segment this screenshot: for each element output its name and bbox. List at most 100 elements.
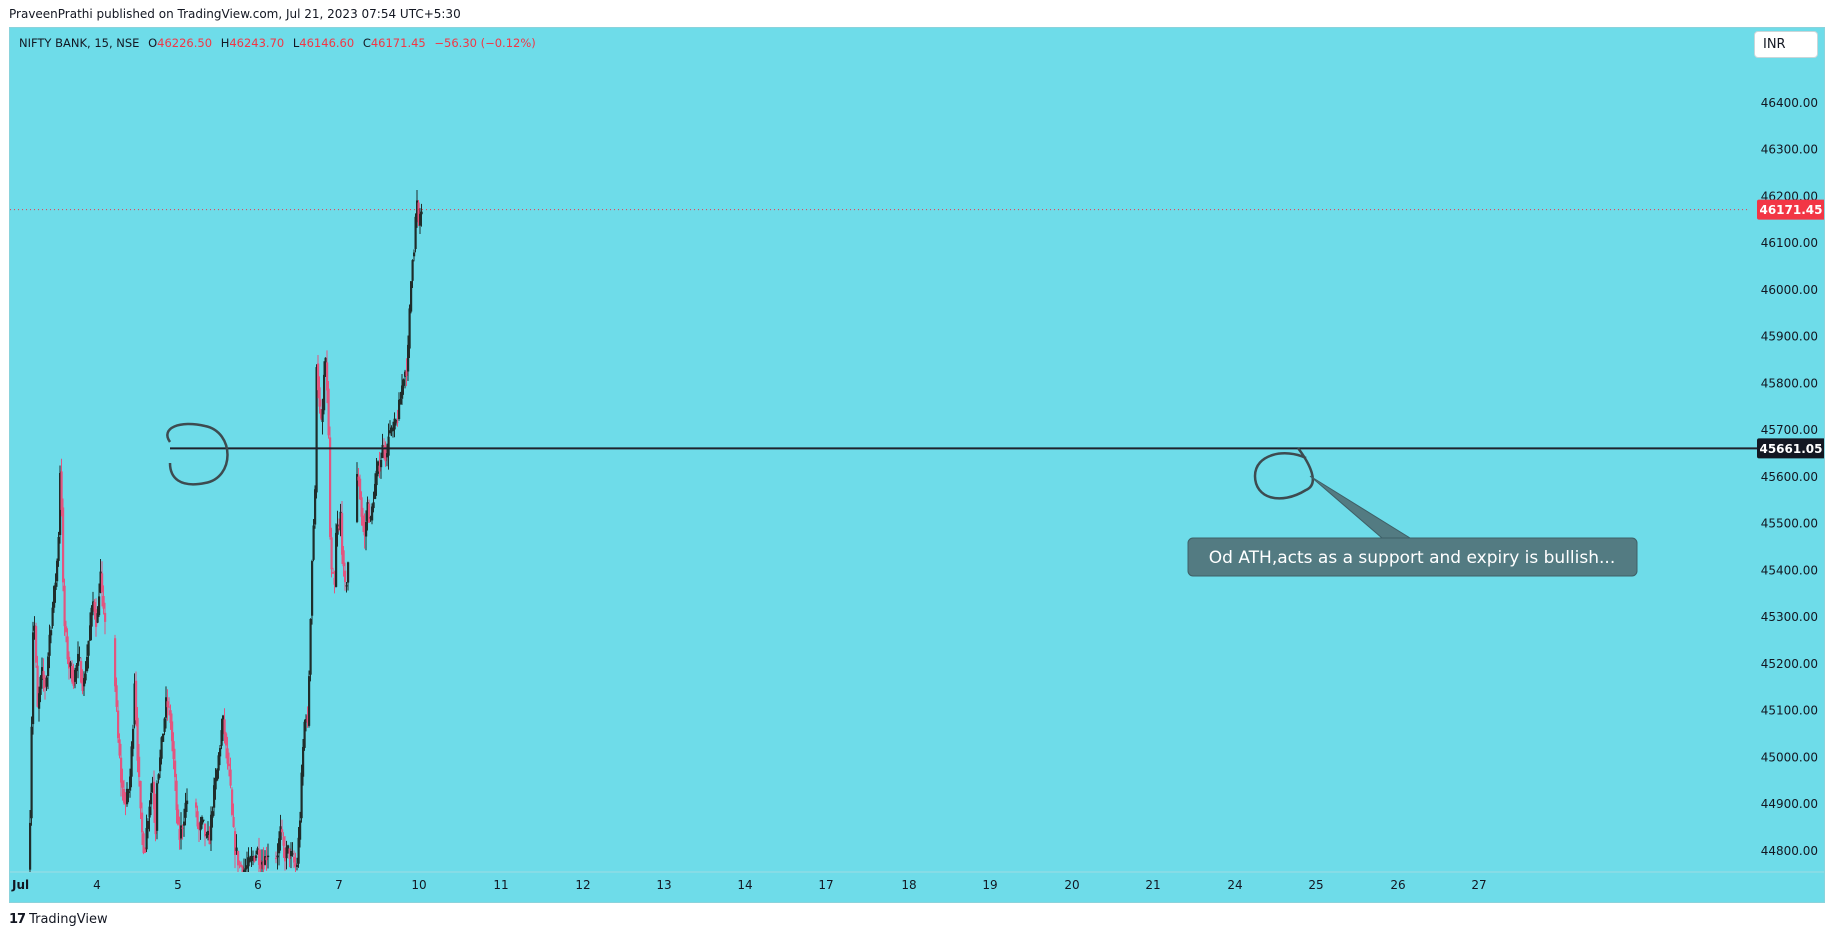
candle-body	[246, 865, 249, 869]
candle-body	[181, 827, 184, 829]
candle-body	[362, 515, 365, 526]
candle-body	[279, 826, 282, 840]
candle-body	[60, 471, 63, 510]
candle-body	[381, 444, 384, 458]
candle-body	[247, 857, 250, 867]
candle-body	[160, 737, 163, 759]
candle-body	[157, 774, 160, 780]
candle-body	[90, 607, 93, 627]
candle-body	[153, 781, 156, 810]
candle-body	[288, 848, 291, 859]
candle-body	[324, 357, 327, 376]
candle-body	[405, 371, 408, 376]
candle-body	[369, 517, 372, 519]
candle-body	[44, 679, 47, 688]
candle-body	[47, 656, 50, 677]
candle-body	[296, 864, 299, 867]
close-label: C	[362, 36, 371, 50]
candle-body	[163, 718, 166, 732]
candle-body	[345, 585, 348, 587]
candle-body	[199, 821, 202, 831]
x-tick-label: 14	[737, 878, 752, 892]
candle-body	[214, 777, 217, 790]
candle-body	[135, 680, 138, 721]
candle-body	[33, 625, 36, 631]
candle-body	[54, 582, 57, 590]
y-tick-label: 44900.00	[1761, 797, 1818, 811]
candle-body	[315, 367, 318, 493]
candle-body	[71, 666, 74, 682]
x-tick-label: 7	[335, 878, 343, 892]
candle-body	[136, 717, 139, 761]
y-tick-label: 45100.00	[1761, 704, 1818, 718]
candle-body	[169, 710, 172, 723]
tradingview-brand: TradingView	[29, 912, 108, 927]
candle-body	[314, 489, 317, 525]
candle-body	[222, 715, 225, 732]
candle-body	[171, 721, 174, 742]
candle-body	[39, 676, 42, 695]
candle-body	[342, 550, 345, 567]
candle-body	[256, 848, 259, 855]
candle-body	[89, 625, 92, 641]
x-tick-label: 26	[1390, 878, 1405, 892]
candle-body	[308, 676, 311, 726]
x-tick-label: 5	[174, 878, 182, 892]
candle-body	[237, 851, 240, 866]
candle-body	[115, 685, 118, 707]
candle-body	[386, 453, 389, 458]
open-label: O	[148, 36, 158, 50]
candle-body	[178, 828, 181, 840]
candlestick-chart[interactable]: 44800.00 44900.00 45000.00 45100.00 45200.00…	[10, 28, 1825, 903]
candle-body	[368, 503, 371, 523]
x-tick-label: 18	[901, 878, 916, 892]
candle-body	[419, 213, 422, 226]
candle-body	[139, 780, 142, 809]
candle-body	[243, 869, 246, 872]
candle-body	[293, 856, 296, 863]
candle-body	[223, 719, 226, 735]
last-price-label: 46171.45	[1759, 203, 1822, 217]
candle-body	[216, 769, 219, 781]
candle-body	[232, 816, 235, 827]
candle-body	[285, 847, 288, 859]
candle-body	[177, 809, 180, 825]
chart-pane[interactable]: 44800.00 44900.00 45000.00 45100.00 45200.00…	[9, 27, 1825, 903]
candle-body	[45, 677, 48, 687]
low-value: 46146.60	[299, 36, 355, 50]
candle-body	[297, 837, 300, 864]
candle-body	[228, 763, 231, 767]
candle-body	[129, 776, 132, 791]
support-level-tag	[1757, 438, 1824, 459]
candle-body	[380, 460, 383, 468]
candle-body	[262, 861, 265, 870]
y-tick-label: 45300.00	[1761, 610, 1818, 624]
candle-body	[175, 780, 178, 811]
candle-body	[359, 478, 362, 500]
candle-body	[347, 562, 350, 583]
candle-body	[229, 769, 232, 786]
candle-body	[150, 792, 153, 805]
candle-body	[344, 570, 347, 583]
candle-body	[311, 561, 314, 616]
candle-body	[312, 525, 315, 560]
currency-button[interactable]: INR	[1754, 31, 1818, 58]
candle-body	[205, 834, 208, 836]
candle-body	[217, 755, 220, 771]
candle-body	[278, 838, 281, 854]
candle-body	[147, 820, 150, 829]
tradingview-logo-icon: 17	[9, 912, 26, 927]
candle-body	[95, 609, 98, 627]
last-price-tag	[1757, 199, 1824, 220]
candle-body	[241, 866, 244, 872]
close-value: 46171.45	[370, 36, 426, 50]
candle-body	[318, 387, 321, 407]
candle-body	[360, 497, 363, 517]
callout-text: Od ATH,acts as a support and expiry is b…	[1209, 548, 1615, 568]
candle-body	[249, 858, 252, 862]
candle-body	[363, 525, 366, 536]
candle-body	[174, 760, 177, 778]
candle-body	[398, 399, 401, 420]
candle-body	[138, 756, 141, 778]
candle-body	[87, 640, 90, 656]
